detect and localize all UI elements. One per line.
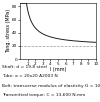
- Text: Tube: a = 20x20 A2003 N: Tube: a = 20x20 A2003 N: [2, 74, 58, 78]
- X-axis label: l (mm): l (mm): [50, 67, 66, 72]
- Text: Transmitted torque: C = 13,600 N.mm: Transmitted torque: C = 13,600 N.mm: [2, 93, 85, 97]
- Text: Bolt: transverse modulus of elasticity G = 1000 MPa: Bolt: transverse modulus of elasticity G…: [2, 84, 100, 88]
- Text: Shaft: d = 19.8 steel: Shaft: d = 19.8 steel: [2, 65, 47, 69]
- Y-axis label: Tang. stress (MPa): Tang. stress (MPa): [6, 9, 11, 53]
